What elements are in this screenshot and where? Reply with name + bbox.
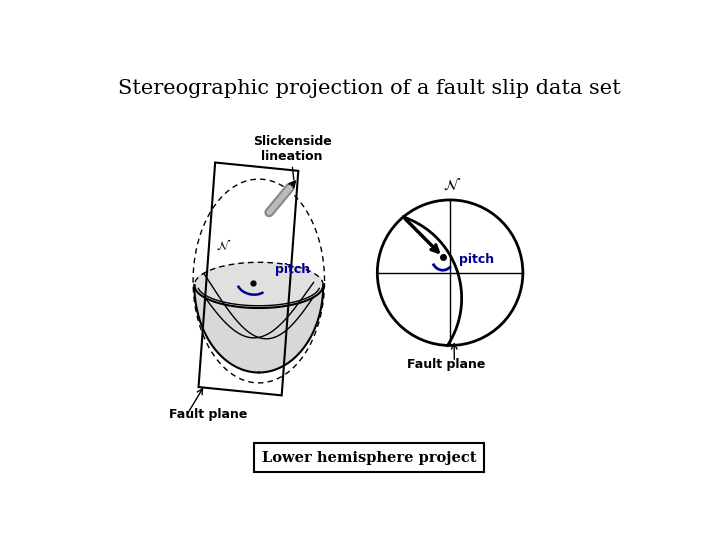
Text: Fault plane: Fault plane (169, 408, 248, 421)
Text: Lower hemisphere project: Lower hemisphere project (262, 451, 476, 465)
Text: pitch: pitch (459, 253, 495, 266)
Text: $\mathcal{N}$: $\mathcal{N}$ (443, 177, 462, 192)
Polygon shape (194, 262, 323, 308)
Polygon shape (194, 285, 323, 373)
Text: $\mathcal{N}$: $\mathcal{N}$ (216, 239, 231, 253)
Text: pitch: pitch (276, 262, 310, 276)
Text: Stereographic projection of a fault slip data set: Stereographic projection of a fault slip… (117, 79, 621, 98)
Text: Slickenside
lineation: Slickenside lineation (253, 134, 331, 163)
Text: Fault plane: Fault plane (407, 359, 485, 372)
